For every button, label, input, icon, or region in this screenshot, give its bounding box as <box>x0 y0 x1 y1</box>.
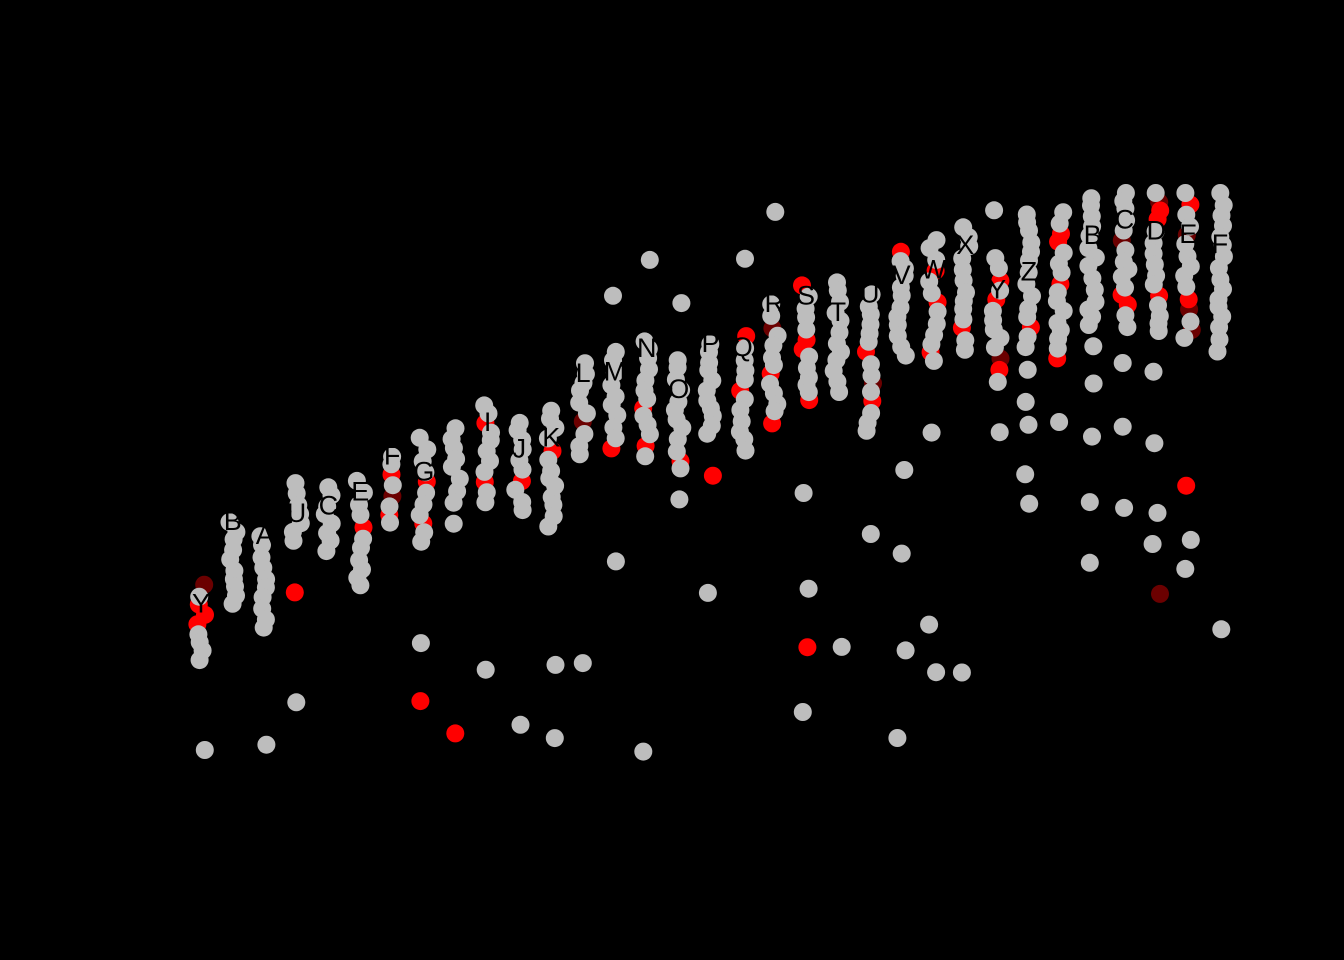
svg-text:T: T <box>830 297 847 327</box>
svg-text:Y: Y <box>192 588 210 618</box>
svg-text:E: E <box>351 477 369 507</box>
svg-text:R: R <box>764 288 784 318</box>
svg-text:A: A <box>256 520 274 550</box>
svg-text:S: S <box>797 281 815 311</box>
svg-text:Z: Z <box>1021 256 1038 286</box>
svg-text:U: U <box>287 498 307 528</box>
svg-text:X: X <box>956 230 974 260</box>
svg-text:W: W <box>921 255 947 285</box>
svg-text:Q: Q <box>732 332 753 362</box>
svg-text:P: P <box>701 328 719 358</box>
svg-text:G: G <box>413 456 434 486</box>
svg-text:U: U <box>860 278 880 308</box>
svg-text:L: L <box>576 358 591 388</box>
svg-text:V: V <box>893 260 911 290</box>
svg-text:J: J <box>513 433 527 463</box>
svg-text:B: B <box>224 506 242 536</box>
svg-text:E: E <box>1179 219 1197 249</box>
svg-text:N: N <box>637 333 657 363</box>
svg-text:M: M <box>604 357 627 387</box>
svg-text:D: D <box>1147 215 1167 245</box>
svg-text:C: C <box>319 491 339 521</box>
svg-text:B: B <box>1084 220 1102 250</box>
svg-text:F: F <box>1212 229 1229 259</box>
svg-text:I: I <box>484 407 492 437</box>
svg-text:Y: Y <box>988 275 1006 305</box>
svg-text:O: O <box>668 374 689 404</box>
svg-text:F: F <box>384 441 401 471</box>
svg-text:K: K <box>542 422 560 452</box>
svg-text:C: C <box>1115 204 1135 234</box>
